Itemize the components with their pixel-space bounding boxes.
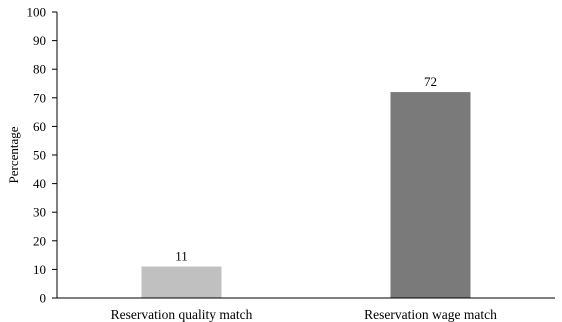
y-axis-ticks: 0 10 20 30 40 50 60 70 80 90 100 (27, 5, 57, 306)
y-tick-label: 20 (33, 233, 46, 248)
y-tick-label: 70 (33, 90, 46, 105)
y-tick-label: 60 (33, 119, 46, 134)
data-labels-group: 11 72 (175, 74, 437, 263)
bars-group (141, 92, 471, 298)
y-tick-label: 40 (33, 176, 46, 191)
category-label: Reservation quality match (111, 307, 253, 322)
y-tick-label: 90 (33, 33, 46, 48)
y-axis-title: Percentage (6, 126, 21, 183)
y-tick-label: 100 (27, 5, 47, 20)
data-label: 11 (175, 249, 188, 264)
bar (141, 266, 222, 298)
category-label: Reservation wage match (364, 307, 497, 322)
y-tick-label: 50 (33, 148, 46, 163)
data-label: 72 (424, 74, 437, 89)
y-tick-label: 80 (33, 62, 46, 77)
y-tick-label: 10 (33, 262, 46, 277)
y-tick-label: 0 (40, 291, 47, 306)
category-labels-group: Reservation quality match Reservation wag… (111, 307, 497, 322)
bar (390, 92, 471, 298)
y-tick-label: 30 (33, 205, 46, 220)
